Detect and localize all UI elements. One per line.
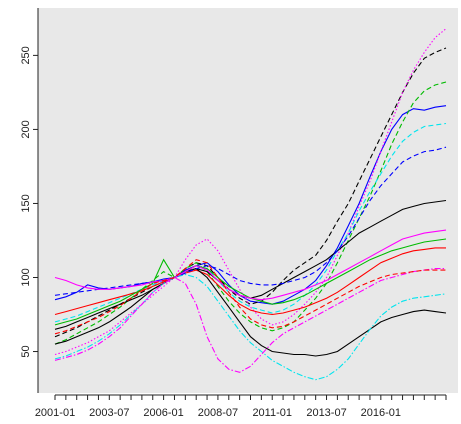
series-line <box>54 81 447 345</box>
plot-background <box>38 8 458 393</box>
x-tick-label: 2013-07 <box>306 407 346 419</box>
series-line <box>54 273 447 381</box>
y-tick-label: 50 <box>20 345 32 357</box>
y-tick-label: 200 <box>20 120 32 138</box>
x-tick-label: 2016-01 <box>361 407 401 419</box>
series-line <box>54 268 446 373</box>
series-line <box>54 122 447 323</box>
series-line <box>54 259 446 335</box>
y-tick-label: 100 <box>20 268 32 286</box>
y-tick-label: 150 <box>20 194 32 212</box>
series-line <box>54 247 446 316</box>
series-line <box>54 267 447 357</box>
x-tick-label: 2001-01 <box>35 407 75 419</box>
y-tick-label: 250 <box>20 46 32 64</box>
series-line <box>54 229 447 301</box>
x-tick-label: 2011-01 <box>252 407 292 419</box>
x-tick-label: 2006-01 <box>143 407 183 419</box>
series-line <box>54 146 447 296</box>
x-tick-label: 2003-07 <box>89 407 129 419</box>
x-tick-label: 2008-07 <box>198 407 238 419</box>
series-line <box>54 28 447 356</box>
